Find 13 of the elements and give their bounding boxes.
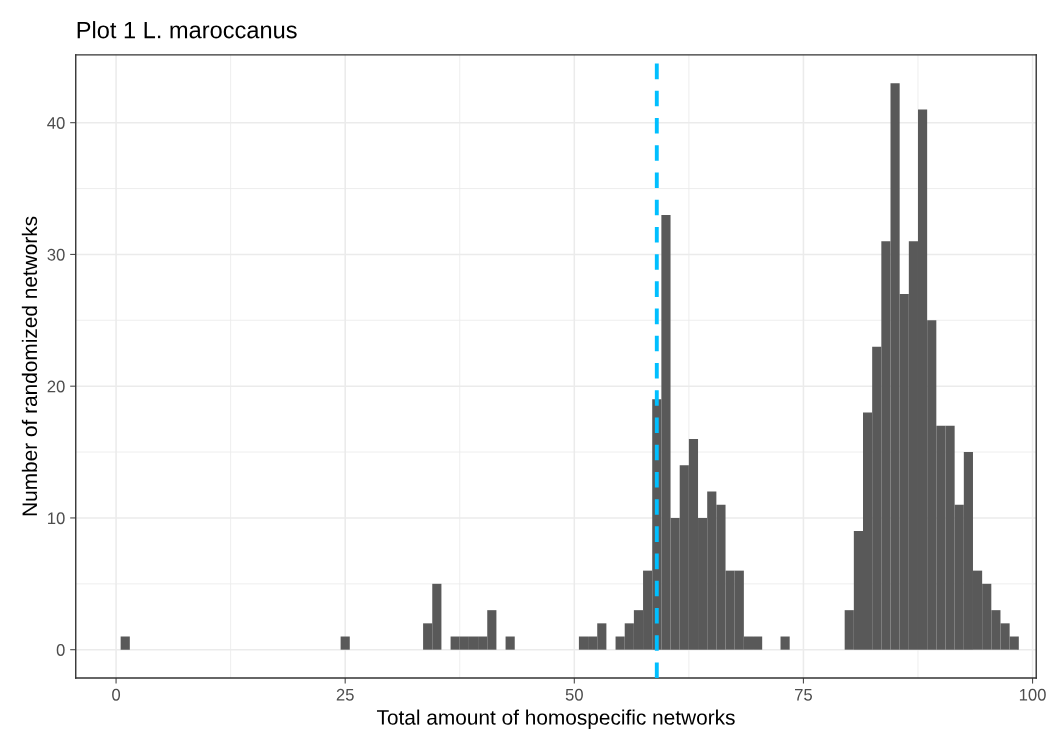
y-tick-label: 10 bbox=[48, 512, 65, 525]
x-tick-label: 25 bbox=[336, 688, 354, 701]
y-tick-label: 30 bbox=[47, 248, 65, 261]
chart-title: Plot 1 L. maroccanus bbox=[77, 21, 297, 39]
y-axis-title: Number of randomized networks bbox=[21, 216, 38, 516]
y-tick-label: 20 bbox=[47, 380, 65, 393]
x-axis-title: Total amount of homospecific networks bbox=[376, 709, 735, 729]
x-tick-label: 50 bbox=[565, 688, 583, 701]
y-tick-label: 0 bbox=[56, 644, 65, 656]
x-tick-label: 75 bbox=[795, 689, 812, 701]
x-tick-label: 0 bbox=[112, 688, 121, 701]
x-tick-label: 100 bbox=[1019, 688, 1046, 701]
y-tick-label: 40 bbox=[47, 117, 65, 129]
